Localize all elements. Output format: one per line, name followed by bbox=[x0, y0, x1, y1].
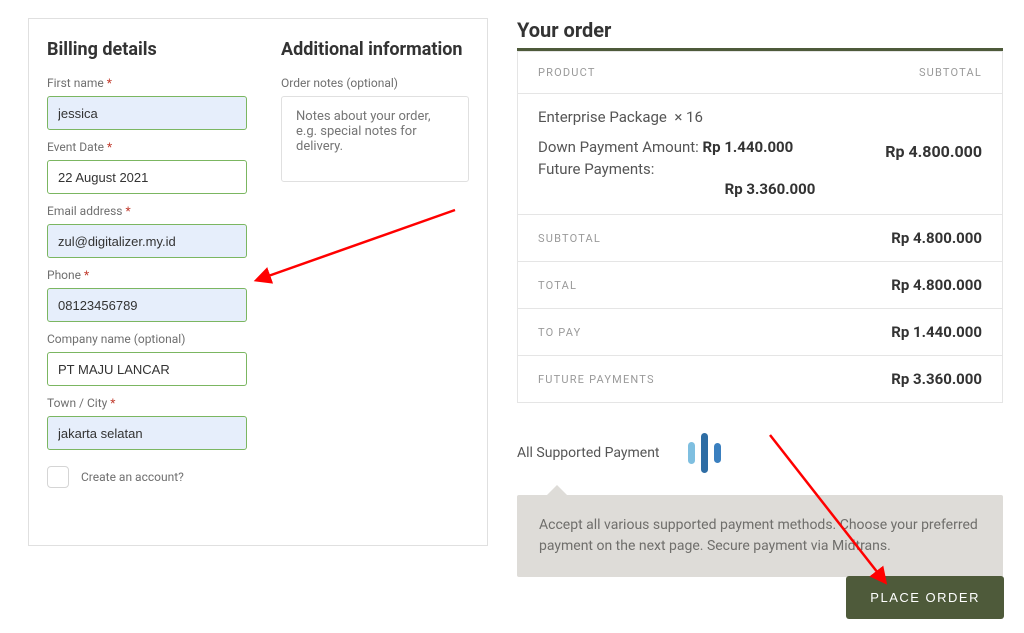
required-marker: * bbox=[107, 76, 112, 90]
first-name-input[interactable] bbox=[47, 96, 247, 130]
email-label: Email address * bbox=[47, 204, 257, 218]
payment-method-row[interactable]: All Supported Payment bbox=[517, 433, 1003, 473]
event-date-label: Event Date * bbox=[47, 140, 257, 154]
additional-info-column: Additional information Order notes (opti… bbox=[281, 37, 469, 488]
future-payments-label: Future Payments: bbox=[538, 160, 654, 178]
billing-fields-column: Billing details First name * Event Date … bbox=[47, 37, 257, 488]
order-product-block: Enterprise Package × 16 Down Payment Amo… bbox=[517, 94, 1003, 215]
place-order-button[interactable]: PLACE ORDER bbox=[846, 576, 1004, 619]
future-payments-value: Rp 3.360.000 bbox=[725, 180, 816, 198]
payment-description: Accept all various supported payment met… bbox=[517, 495, 1003, 577]
first-name-label: First name * bbox=[47, 76, 257, 90]
subtotal-label: SUBTOTAL bbox=[538, 232, 601, 245]
order-product-name: Enterprise Package bbox=[538, 108, 667, 126]
order-topay-row: TO PAY Rp 1.440.000 bbox=[517, 309, 1003, 356]
order-title: Your order bbox=[517, 18, 1003, 42]
topay-value: Rp 1.440.000 bbox=[891, 323, 982, 341]
order-header-row: PRODUCT SUBTOTAL bbox=[517, 51, 1003, 94]
city-label: Town / City * bbox=[47, 396, 257, 410]
down-payment-value: Rp 1.440.000 bbox=[703, 138, 794, 156]
order-future-row: FUTURE PAYMENTS Rp 3.360.000 bbox=[517, 356, 1003, 403]
email-input[interactable] bbox=[47, 224, 247, 258]
subtotal-value: Rp 4.800.000 bbox=[891, 229, 982, 247]
order-notes-label: Order notes (optional) bbox=[281, 76, 469, 90]
create-account-checkbox[interactable] bbox=[47, 466, 69, 488]
company-label: Company name (optional) bbox=[47, 332, 257, 346]
city-input[interactable] bbox=[47, 416, 247, 450]
future-row-value: Rp 3.360.000 bbox=[891, 370, 982, 388]
billing-title: Billing details bbox=[47, 39, 257, 60]
order-product-qty: × 16 bbox=[674, 108, 703, 126]
total-value: Rp 4.800.000 bbox=[891, 276, 982, 294]
event-date-input[interactable] bbox=[47, 160, 247, 194]
billing-panel: Billing details First name * Event Date … bbox=[28, 18, 488, 546]
phone-input[interactable] bbox=[47, 288, 247, 322]
down-payment-label: Down Payment Amount: bbox=[538, 138, 699, 156]
order-header-product: PRODUCT bbox=[538, 66, 596, 79]
topay-label: TO PAY bbox=[538, 326, 581, 339]
future-row-label: FUTURE PAYMENTS bbox=[538, 373, 655, 386]
payment-logo-icon bbox=[688, 433, 721, 473]
total-label: TOTAL bbox=[538, 279, 577, 292]
order-header-subtotal: SUBTOTAL bbox=[919, 66, 982, 79]
additional-title: Additional information bbox=[281, 39, 469, 60]
order-notes-input[interactable] bbox=[281, 96, 469, 182]
payment-method-label: All Supported Payment bbox=[517, 445, 660, 461]
phone-label: Phone * bbox=[47, 268, 257, 282]
order-line-subtotal: Rp 4.800.000 bbox=[885, 142, 982, 161]
order-total-row: TOTAL Rp 4.800.000 bbox=[517, 262, 1003, 309]
order-summary: Your order PRODUCT SUBTOTAL Enterprise P… bbox=[517, 18, 1003, 577]
order-subtotal-row: SUBTOTAL Rp 4.800.000 bbox=[517, 215, 1003, 262]
create-account-label: Create an account? bbox=[81, 470, 184, 484]
company-input[interactable] bbox=[47, 352, 247, 386]
